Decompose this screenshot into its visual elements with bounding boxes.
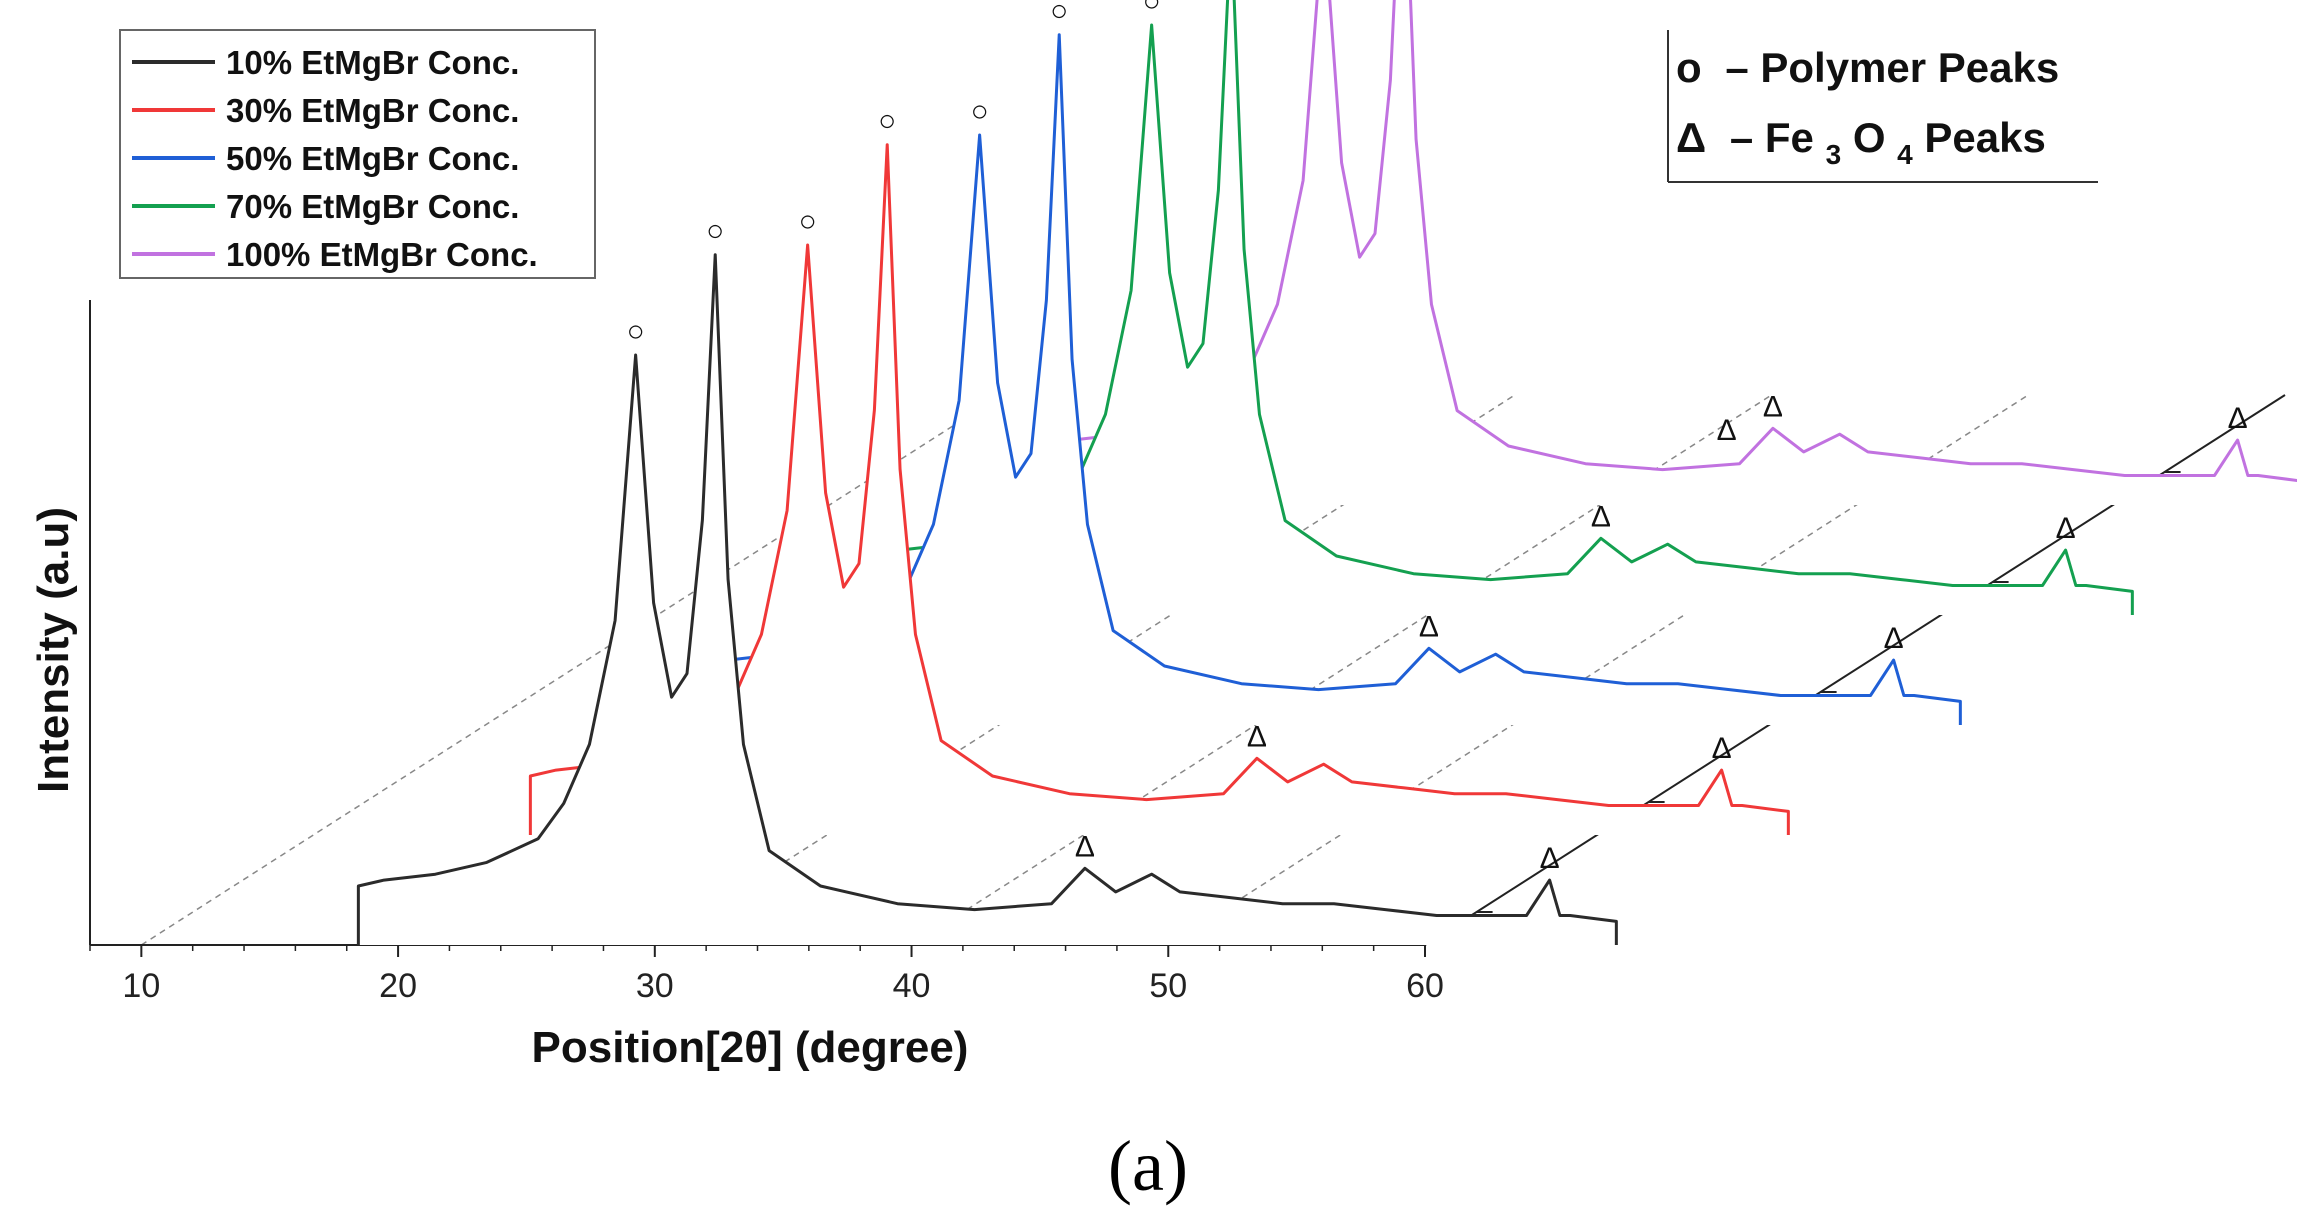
series-mask-1 (530, 144, 1789, 835)
series-mask-3 (874, 0, 2133, 615)
grid-line-10 (140, 394, 1002, 946)
polymer-key: o – Polymer Peaks (1676, 44, 2059, 91)
series-mask-2 (702, 34, 1961, 725)
polymer-peak-marker: ○ (1143, 0, 1161, 18)
series-layer (356, 0, 2297, 945)
polymer-peak-marker: ○ (971, 95, 989, 128)
legend: 10% EtMgBr Conc. 30% EtMgBr Conc. 50% EtMg… (119, 29, 596, 279)
fe3o4-key-sub1: 3 (1826, 139, 1842, 170)
series-line-0 (356, 253, 1618, 945)
fe3o4-peak-marker: Δ (1075, 830, 1095, 863)
fe3o4-key: Δ – Fe 3 O 4 Peaks (1676, 114, 2046, 173)
legend-label-4: 100% EtMgBr Conc. (226, 236, 538, 273)
x-tick-label-40: 40 (893, 967, 931, 1005)
series-line-1 (528, 143, 1790, 835)
polymer-peak-marker: ○ (627, 315, 645, 348)
x-tick-label-30: 30 (636, 967, 674, 1005)
series-mask-0 (358, 254, 1617, 945)
x-tick-label-60: 60 (1406, 967, 1444, 1005)
polymer-key-text: – Polymer Peaks (1725, 44, 2059, 91)
fe3o4-key-suffix: Peaks (1924, 114, 2045, 161)
polymer-peak-marker: ○ (878, 105, 896, 138)
legend-label-2: 50% EtMgBr Conc. (226, 140, 519, 177)
polymer-key-symbol: o (1676, 44, 1702, 91)
legend-label-3: 70% EtMgBr Conc. (226, 188, 519, 225)
x-axis-title: Position[2θ] (degree) (532, 1023, 969, 1072)
fe3o4-peak-marker: Δ (2056, 512, 2076, 545)
fe3o4-key-symbol: Δ (1676, 114, 1706, 161)
polymer-peak-marker: ○ (1050, 0, 1068, 28)
figure-caption: (a) (1108, 1126, 1188, 1206)
fe3o4-key-mid: O (1853, 114, 1886, 161)
fe3o4-peak-marker: Δ (1247, 720, 1267, 753)
y-axis-title: Intensity (a.u) (29, 507, 78, 793)
fe3o4-peak-marker: Δ (1884, 622, 1904, 655)
polymer-peak-marker: ○ (706, 215, 724, 248)
x-tick-label-20: 20 (379, 967, 417, 1005)
x-tick-label-50: 50 (1149, 967, 1187, 1005)
legend-label-0: 10% EtMgBr Conc. (226, 44, 519, 81)
series-line-3 (872, 0, 2134, 615)
peak-key: o – Polymer Peaks Δ – Fe 3 O 4 Peaks (1667, 30, 2098, 183)
polymer-peak-marker: ○ (799, 205, 817, 238)
fe3o4-peak-marker: Δ (1540, 842, 1560, 875)
axes-layer: 10 20 30 40 50 60 (89, 300, 2286, 1005)
legend-entries: 10% EtMgBr Conc. 30% EtMgBr Conc. 50% EtMg… (132, 44, 538, 273)
fe3o4-peak-marker: Δ (1419, 610, 1439, 643)
fe3o4-key-sub2: 4 (1897, 139, 1913, 170)
peak-markers-layer: ○○ΔΔΔ○○ΔΔ○○ΔΔ○○ΔΔ○○ΔΔ (627, 0, 2248, 875)
x-tick-label-10: 10 (122, 967, 160, 1005)
fe3o4-peak-marker: Δ (2228, 402, 2248, 435)
fe3o4-peak-marker: Δ (1763, 390, 1783, 423)
fe3o4-peak-marker: Δ (1712, 732, 1732, 765)
fe3o4-key-prefix: – Fe (1730, 114, 1814, 161)
series-line-4 (1044, 0, 2297, 505)
series-line-2 (700, 33, 1962, 725)
legend-label-1: 30% EtMgBr Conc. (226, 92, 519, 129)
series-mask-4 (1046, 0, 2297, 505)
legend-box (119, 29, 596, 279)
fe3o4-peak-marker: Δ (1591, 500, 1611, 533)
fe3o4-peak-marker: Δ (1717, 414, 1737, 447)
